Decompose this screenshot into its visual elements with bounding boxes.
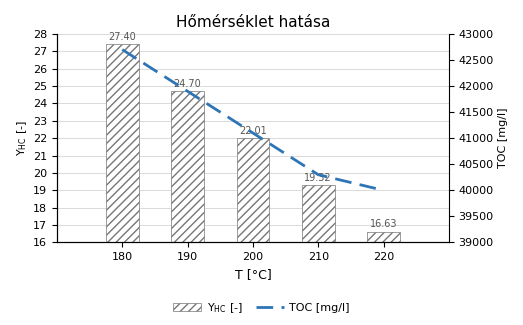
Text: 16.63: 16.63 bbox=[370, 219, 397, 229]
Bar bbox=[236, 138, 269, 325]
Bar bbox=[302, 185, 335, 325]
Legend: Y$_\mathregular{HC}$ [-], TOC [mg/l]: Y$_\mathregular{HC}$ [-], TOC [mg/l] bbox=[169, 297, 354, 319]
Text: 22.01: 22.01 bbox=[239, 126, 267, 136]
X-axis label: T [°C]: T [°C] bbox=[234, 268, 271, 281]
Title: Hőmérséklet hatása: Hőmérséklet hatása bbox=[176, 15, 330, 30]
Bar bbox=[106, 45, 139, 325]
Text: 24.70: 24.70 bbox=[174, 79, 201, 89]
Text: 27.40: 27.40 bbox=[108, 32, 136, 42]
Y-axis label: Y$_\mathregular{HC}$ [-]: Y$_\mathregular{HC}$ [-] bbox=[15, 120, 29, 156]
Bar bbox=[367, 231, 400, 325]
Bar bbox=[171, 91, 204, 325]
Text: 19.32: 19.32 bbox=[304, 173, 332, 183]
Y-axis label: TOC [mg/l]: TOC [mg/l] bbox=[498, 108, 508, 168]
